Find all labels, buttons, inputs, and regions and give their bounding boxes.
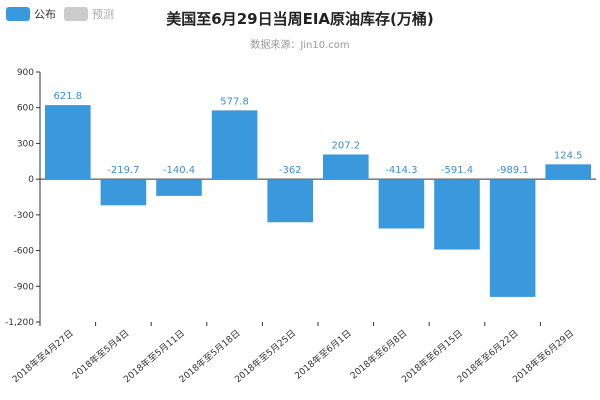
legend-label-published: 公布	[34, 8, 56, 21]
data-label: 577.8	[220, 96, 249, 107]
x-tick-label: 2018年至4月27日	[10, 327, 76, 385]
chart-title: 美国至6月29日当周EIA原油库存(万桶)	[166, 10, 434, 28]
data-label: -989.1	[496, 165, 528, 176]
chart-subtitle: 数据来源：Jin10.com	[250, 40, 350, 51]
chart-bars	[45, 105, 591, 297]
y-tick-label: -900	[14, 282, 35, 292]
data-label: 621.8	[53, 91, 82, 102]
bar	[100, 179, 147, 206]
x-tick-label: 2018年至5月4日	[70, 327, 132, 381]
y-tick-label: 0	[28, 175, 34, 185]
y-tick-label: -300	[14, 211, 35, 221]
bar	[489, 179, 536, 297]
y-tick-label: 300	[17, 139, 34, 149]
legend: 公布 预测	[6, 6, 114, 22]
legend-label-forecast: 预测	[92, 8, 114, 21]
data-label: -362	[279, 165, 302, 176]
data-label: 124.5	[554, 150, 583, 161]
data-label: -140.4	[163, 165, 195, 176]
legend-swatch-forecast	[64, 7, 88, 21]
legend-swatch-published	[6, 7, 30, 21]
y-tick-label: 900	[17, 68, 34, 78]
x-tick-label: 2018年至6月8日	[348, 327, 410, 381]
bar	[434, 179, 480, 250]
data-label: -414.3	[385, 165, 417, 176]
y-tick-label: 600	[17, 104, 34, 114]
legend-item-published[interactable]: 公布	[6, 6, 56, 22]
data-label: -219.7	[107, 165, 139, 176]
bar	[378, 179, 425, 229]
x-tick-label: 2018年至6月1日	[292, 327, 354, 381]
data-label: 207.2	[331, 140, 360, 151]
y-tick-label: -1,200	[5, 318, 34, 328]
bar	[211, 110, 258, 180]
legend-item-forecast[interactable]: 预测	[64, 6, 114, 22]
bar	[45, 105, 91, 180]
bar	[545, 164, 591, 180]
bar	[267, 179, 313, 223]
bar	[323, 154, 369, 180]
y-tick-label: -600	[14, 247, 35, 257]
chart-x-tick-labels: 2018年至4月27日2018年至5月4日2018年至5月11日2018年至5月…	[10, 327, 576, 385]
chart-data-labels: 621.8 -219.7 -140.4 577.8 -362 207.2 -414.3 -59…	[53, 91, 582, 176]
bar	[156, 179, 202, 196]
data-label: -591.4	[441, 165, 473, 176]
